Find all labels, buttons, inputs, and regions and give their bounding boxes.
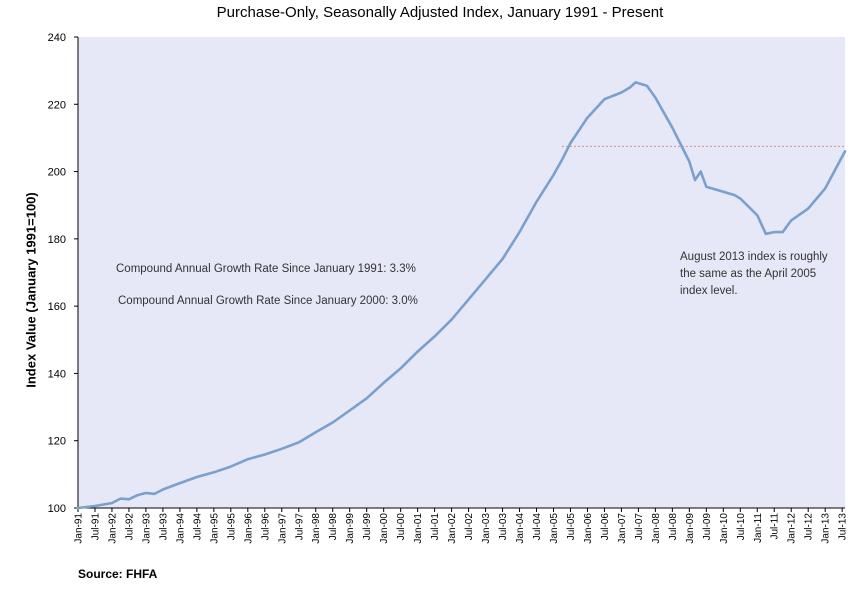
- y-tick-label: 120: [48, 436, 66, 448]
- x-tick-label: Jul-96: [260, 513, 271, 541]
- x-tick-label: Jan-13: [821, 513, 832, 544]
- cagr-1991-annotation: Compound Annual Growth Rate Since Januar…: [116, 263, 416, 275]
- x-tick-label: Jan-04: [515, 513, 526, 544]
- x-tick-label: Jul-01: [430, 513, 441, 541]
- august-2013-annotation: August 2013 index is roughly the same as…: [680, 251, 828, 297]
- x-tick-label: Jan-91: [74, 513, 85, 544]
- x-tick-label: Jul-03: [498, 513, 509, 541]
- x-tick-label: Jul-04: [532, 513, 543, 541]
- x-tick-label: Jul-98: [328, 513, 339, 541]
- x-tick-label: Jul-09: [702, 513, 713, 541]
- x-tick-label: Jan-10: [719, 513, 730, 544]
- x-tick-label: Jan-09: [685, 513, 696, 544]
- y-tick-label: 160: [48, 301, 66, 313]
- x-tick-label: Jan-06: [583, 513, 594, 544]
- y-tick-label: 220: [48, 99, 66, 111]
- x-tick-label: Jan-12: [787, 513, 798, 544]
- x-tick-label: Jan-08: [651, 513, 662, 544]
- x-tick-label: Jan-01: [413, 513, 424, 544]
- x-tick-label: Jan-05: [549, 513, 560, 544]
- x-tick-label: Jan-92: [107, 513, 118, 544]
- y-tick-label: 100: [48, 503, 66, 515]
- x-tick-label: Jan-07: [617, 513, 628, 544]
- x-tick-label: Jul-02: [464, 513, 475, 541]
- x-tick-label: Jul-00: [396, 513, 407, 541]
- y-tick-label: 180: [48, 234, 66, 246]
- x-tick-label: Jul-95: [226, 513, 237, 541]
- x-tick-label: Jul-10: [736, 513, 747, 541]
- y-tick-label: 140: [48, 368, 66, 380]
- x-tick-label: Jul-11: [770, 513, 781, 540]
- x-tick-label: Jan-02: [447, 513, 458, 544]
- x-tick-label: Jan-96: [243, 513, 254, 544]
- x-tick-label: Jan-94: [175, 513, 186, 544]
- x-tick-label: Jan-93: [141, 513, 152, 544]
- cagr-2000-annotation: Compound Annual Growth Rate Since Januar…: [118, 295, 418, 307]
- y-tick-label: 240: [48, 32, 66, 44]
- x-tick-label: Jul-07: [634, 513, 645, 541]
- x-tick-label: Jul-12: [804, 513, 815, 541]
- plot-area: [78, 37, 845, 508]
- x-tick-label: Jan-97: [277, 513, 288, 544]
- chart-title: Purchase-Only, Seasonally Adjusted Index…: [216, 4, 664, 21]
- x-tick-label: Jul-91: [90, 513, 101, 541]
- x-tick-label: Jan-00: [379, 513, 390, 544]
- source-note: Source: FHFA: [78, 567, 158, 581]
- x-tick-label: Jan-95: [209, 513, 220, 544]
- index-series-line: [76, 81, 847, 510]
- x-tick-label: Jan-11: [753, 513, 764, 543]
- x-tick-label: Jul-06: [600, 513, 611, 541]
- x-tick-label: Jan-99: [345, 513, 356, 544]
- x-tick-label: Jul-99: [362, 513, 373, 541]
- x-tick-label: Jan-98: [311, 513, 322, 544]
- x-tick-label: Jan-03: [481, 513, 492, 544]
- x-tick-label: Jul-92: [124, 513, 135, 541]
- y-tick-label: 200: [48, 167, 66, 179]
- x-tick-label: Jul-05: [566, 513, 577, 541]
- x-tick-label: Jul-08: [668, 513, 679, 541]
- x-tick-label: Jul-97: [294, 513, 305, 541]
- x-tick-label: Jul-93: [158, 513, 169, 541]
- x-tick-label: Jul-94: [192, 513, 203, 541]
- x-tick-label: Jul-13: [838, 513, 849, 541]
